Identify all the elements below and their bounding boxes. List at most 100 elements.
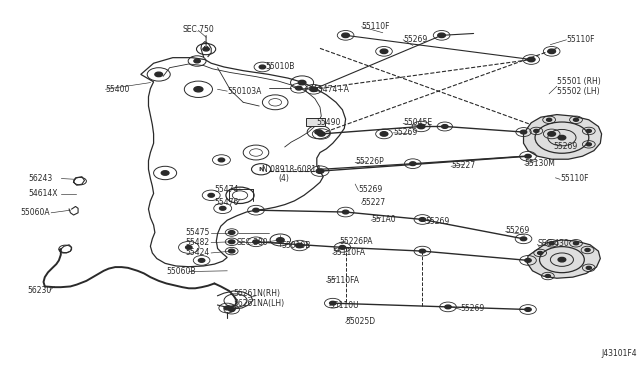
Circle shape [224, 306, 230, 310]
Circle shape [296, 86, 302, 90]
Text: 55045E: 55045E [403, 118, 433, 127]
Circle shape [228, 249, 235, 253]
Text: N 08918-6081A: N 08918-6081A [262, 165, 322, 174]
Text: 55475: 55475 [186, 228, 210, 237]
Text: SEC.750: SEC.750 [182, 25, 214, 34]
Circle shape [220, 206, 226, 210]
Circle shape [545, 275, 550, 278]
Text: 55269: 55269 [403, 35, 428, 44]
Circle shape [259, 65, 266, 69]
Circle shape [520, 130, 527, 134]
Text: 55424: 55424 [186, 248, 210, 257]
Circle shape [538, 251, 543, 254]
Circle shape [315, 130, 323, 134]
Circle shape [573, 242, 579, 245]
Text: 551A0: 551A0 [371, 215, 396, 224]
Circle shape [194, 87, 203, 92]
Text: 55501 (RH): 55501 (RH) [557, 77, 600, 86]
Circle shape [342, 210, 349, 214]
Circle shape [525, 308, 531, 311]
Text: SEC.430: SEC.430 [538, 239, 570, 248]
Circle shape [228, 308, 235, 311]
Text: 55474+A: 55474+A [314, 85, 349, 94]
Text: 55226PA: 55226PA [339, 237, 372, 246]
Text: 55110U: 55110U [330, 301, 359, 310]
Text: 55269: 55269 [426, 217, 450, 226]
Circle shape [558, 257, 566, 262]
Text: 54614X: 54614X [29, 189, 58, 198]
Text: 55060B: 55060B [166, 267, 196, 276]
Text: 55476: 55476 [214, 198, 239, 207]
Text: 55502 (LH): 55502 (LH) [557, 87, 600, 96]
Circle shape [317, 132, 325, 136]
Text: SEC.380: SEC.380 [237, 238, 268, 247]
Circle shape [549, 242, 554, 245]
Text: 55269: 55269 [358, 185, 383, 194]
Circle shape [586, 129, 591, 132]
Text: 55482: 55482 [186, 238, 210, 247]
Text: 55110F: 55110F [362, 22, 390, 31]
Text: 55025D: 55025D [346, 317, 376, 326]
Text: 55110F: 55110F [566, 35, 595, 44]
Text: 55110FA: 55110FA [333, 248, 366, 257]
Text: 55130M: 55130M [525, 159, 556, 168]
Circle shape [218, 158, 225, 162]
Circle shape [573, 118, 579, 121]
Circle shape [558, 135, 566, 140]
Text: 55269: 55269 [394, 128, 418, 137]
Circle shape [380, 132, 388, 136]
Circle shape [548, 49, 556, 54]
Circle shape [547, 118, 552, 121]
Text: 55060A: 55060A [20, 208, 50, 217]
Text: 55227: 55227 [451, 161, 476, 170]
Circle shape [548, 132, 556, 136]
Circle shape [442, 125, 448, 128]
Circle shape [198, 259, 205, 262]
Text: 55490: 55490 [317, 118, 341, 127]
Circle shape [525, 154, 531, 158]
Text: 55010B: 55010B [282, 241, 311, 250]
Circle shape [419, 218, 426, 221]
Circle shape [228, 231, 235, 234]
Circle shape [161, 171, 169, 175]
Circle shape [534, 129, 539, 132]
Circle shape [520, 237, 527, 241]
Circle shape [194, 59, 200, 63]
Text: 56230: 56230 [27, 286, 51, 295]
Circle shape [228, 240, 235, 244]
Text: 55010B: 55010B [266, 62, 295, 71]
Circle shape [380, 49, 388, 54]
Circle shape [586, 266, 591, 269]
Text: 55400: 55400 [106, 85, 130, 94]
Circle shape [419, 249, 426, 253]
Circle shape [276, 238, 284, 242]
Circle shape [296, 243, 303, 248]
Circle shape [310, 87, 317, 92]
Circle shape [208, 193, 214, 197]
Text: 55226P: 55226P [355, 157, 384, 166]
Circle shape [253, 240, 259, 244]
Text: 55269: 55269 [506, 226, 530, 235]
Circle shape [155, 72, 163, 77]
Text: 55110FA: 55110FA [326, 276, 360, 285]
Polygon shape [527, 240, 600, 278]
Circle shape [253, 208, 259, 212]
Text: 56243: 56243 [29, 174, 53, 183]
Circle shape [330, 301, 336, 305]
Text: 55110F: 55110F [560, 174, 589, 183]
Text: 55474: 55474 [214, 185, 239, 194]
Circle shape [298, 80, 306, 85]
FancyBboxPatch shape [306, 118, 325, 126]
Text: 56261NA(LH): 56261NA(LH) [234, 299, 285, 308]
Circle shape [342, 33, 349, 38]
Polygon shape [524, 115, 602, 159]
Circle shape [339, 246, 346, 249]
Text: 55227: 55227 [362, 198, 386, 207]
Circle shape [316, 169, 324, 173]
Text: (4): (4) [278, 174, 289, 183]
Circle shape [527, 57, 535, 62]
Text: J43101F4: J43101F4 [602, 349, 637, 358]
Text: N: N [259, 167, 264, 172]
Circle shape [438, 33, 445, 38]
Circle shape [186, 246, 192, 249]
